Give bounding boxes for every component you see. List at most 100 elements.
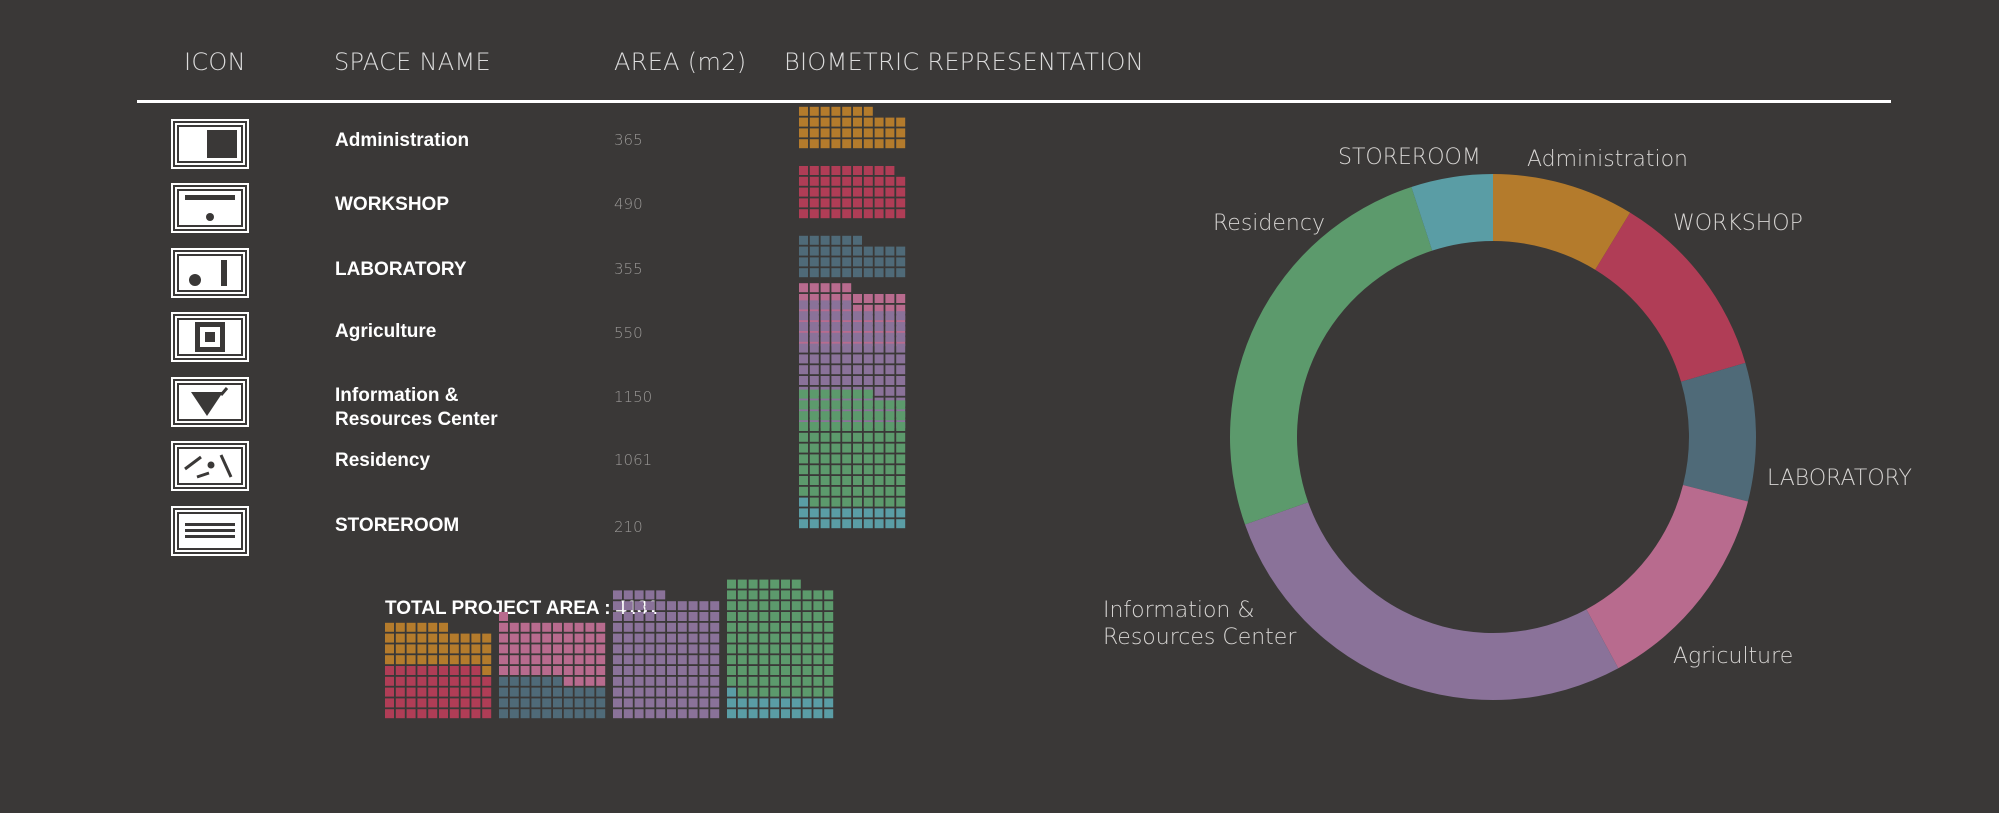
total-waffle-square (520, 655, 530, 665)
total-waffle-square (395, 666, 405, 675)
waffle-square-4 (863, 343, 873, 353)
total-waffle-square (563, 622, 573, 632)
total-waffle-square (460, 676, 470, 686)
waffle-square-5 (831, 389, 841, 399)
waffle-square-4 (853, 365, 862, 375)
waffle-square-1 (799, 187, 808, 197)
total-waffle-square (634, 676, 644, 686)
waffle-square-2 (799, 257, 808, 267)
total-waffle-square (770, 698, 780, 708)
total-waffle-square (509, 709, 519, 719)
total-waffle-square (406, 622, 416, 632)
total-waffle-square (613, 590, 622, 600)
total-waffle-square (688, 709, 698, 719)
total-waffle-square (824, 612, 834, 621)
total-waffle-square (656, 622, 666, 632)
total-waffle-square (509, 687, 519, 697)
waffle-square-5 (874, 432, 884, 442)
waffle-square-4 (853, 343, 862, 353)
total-waffle-square (645, 709, 655, 719)
total-waffle-square (770, 590, 780, 600)
total-waffle-square (802, 622, 812, 632)
total-waffle-square (613, 698, 622, 708)
total-waffle-square (509, 644, 519, 654)
waffle-square-1 (820, 209, 830, 219)
total-waffle-square (634, 644, 644, 654)
total-waffle-square (574, 698, 584, 708)
space-name-laboratory: LABORATORY (335, 259, 467, 280)
waffle-square-5 (809, 432, 819, 442)
total-waffle-square (824, 633, 834, 643)
total-waffle-square (781, 590, 790, 600)
waffle-square-4 (896, 332, 906, 342)
total-waffle-square (688, 622, 698, 632)
total-waffle-square (585, 676, 595, 686)
total-waffle-square (748, 622, 758, 632)
waffle-square-1 (799, 198, 808, 208)
waffle-square-0 (799, 106, 808, 116)
total-waffle-square (417, 687, 427, 697)
total-waffle-square (417, 633, 427, 643)
total-waffle-square (737, 687, 747, 697)
donut-slice-agriculture (1586, 485, 1748, 669)
total-waffle-square (574, 644, 584, 654)
total-waffle-square (710, 676, 720, 686)
total-waffle-square (802, 687, 812, 697)
waffle-square-3 (831, 294, 841, 303)
waffle-square-4 (885, 343, 895, 353)
total-waffle-square (471, 655, 481, 665)
waffle-square-4 (842, 322, 852, 331)
total-waffle-square (613, 666, 622, 675)
total-waffle-square (596, 666, 606, 675)
waffle-square-5 (853, 486, 862, 496)
waffle-square-0 (863, 117, 873, 127)
total-waffle-square (699, 601, 709, 611)
waffle-square-5 (842, 422, 852, 431)
waffle-square-4 (874, 365, 884, 375)
waffle-square-5 (799, 476, 808, 485)
waffle-square-0 (831, 106, 841, 116)
stacked-lines-icon (171, 506, 249, 556)
total-waffle-square (634, 601, 644, 611)
waffle-square-5 (863, 411, 873, 421)
total-waffle-square (460, 655, 470, 665)
total-waffle-square (499, 698, 508, 708)
waffle-square-0 (831, 128, 841, 138)
total-waffle-square (781, 644, 790, 654)
total-waffle-square (542, 655, 552, 665)
waffle-square-1 (863, 176, 873, 186)
waffle-square-0 (874, 128, 884, 138)
waffle-square-4 (799, 311, 808, 321)
total-waffle-square (406, 698, 416, 708)
waffle-square-4 (885, 365, 895, 375)
waffle-square-5 (874, 400, 884, 410)
waffle-square-5 (831, 454, 841, 464)
total-waffle-square (737, 633, 747, 643)
waffle-square-2 (831, 268, 841, 278)
total-waffle-square (645, 676, 655, 686)
total-waffle-square (710, 687, 720, 697)
waffle-square-2 (874, 246, 884, 256)
total-waffle-square (439, 698, 448, 708)
waffle-square-1 (863, 166, 873, 175)
total-waffle-square (737, 709, 747, 719)
total-waffle-square (677, 676, 687, 686)
waffle-square-4 (809, 322, 819, 331)
waffle-square-5 (799, 411, 808, 421)
donut-slice-laboratory (1681, 362, 1757, 502)
total-waffle-square (385, 633, 394, 643)
waffle-square-5 (853, 454, 862, 464)
total-waffle-square (759, 633, 769, 643)
total-waffle-square (406, 709, 416, 719)
total-waffle-square (406, 644, 416, 654)
waffle-square-3 (874, 304, 884, 314)
total-waffle-square (395, 698, 405, 708)
waffle-square-5 (842, 389, 852, 399)
total-waffle-square (802, 590, 812, 600)
total-waffle-square (824, 709, 834, 719)
total-waffle-square (623, 666, 633, 675)
total-waffle-square (813, 633, 823, 643)
total-waffle-square (563, 655, 573, 665)
total-waffle-square (667, 709, 676, 719)
